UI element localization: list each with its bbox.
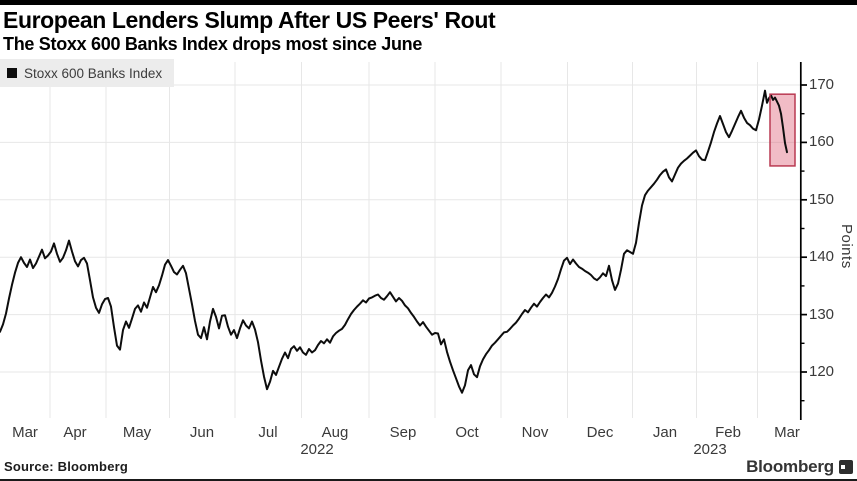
source-credit: Source: Bloomberg	[4, 459, 129, 474]
legend: Stoxx 600 Banks Index	[0, 59, 175, 87]
highlight-box-border	[769, 93, 796, 167]
top-rule	[0, 0, 857, 5]
bloomberg-mark-icon	[839, 460, 853, 474]
index-line	[0, 89, 788, 394]
legend-label: Stoxx 600 Banks Index	[24, 65, 163, 81]
legend-marker-icon	[7, 68, 17, 78]
bloomberg-wordmark: Bloomberg	[746, 457, 834, 476]
bloomberg-logo: Bloomberg	[746, 457, 853, 477]
y-axis-title: Points	[838, 224, 855, 269]
bottom-rule	[0, 479, 857, 481]
chart-title: European Lenders Slump After US Peers' R…	[3, 7, 496, 33]
chart-subtitle: The Stoxx 600 Banks Index drops most sin…	[3, 34, 423, 54]
